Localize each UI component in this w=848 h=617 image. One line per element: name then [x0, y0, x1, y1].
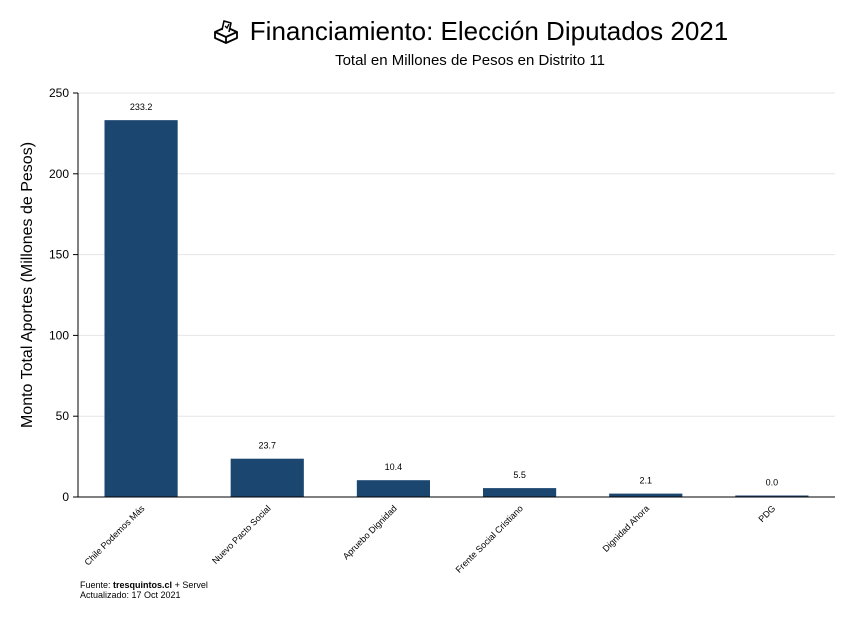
bar	[482, 488, 557, 497]
bar	[356, 480, 431, 497]
grid-lines	[78, 92, 835, 498]
y-axis-label: Monto Total Aportes (Millones de Pesos)	[19, 142, 36, 428]
y-tick-label: 50	[56, 409, 70, 423]
bar	[609, 493, 683, 497]
source-rest: + Servel	[174, 580, 208, 590]
x-tick-label: Dignidad Ahora	[601, 503, 652, 554]
x-tick-label: Apruebo Dignidad	[341, 503, 399, 561]
y-tick-label: 0	[62, 490, 69, 504]
y-tick-label: 100	[49, 328, 69, 342]
source-label: Fuente:	[80, 580, 111, 590]
bar	[104, 120, 178, 497]
y-axis: 0 50 100 150 200 250	[49, 86, 79, 504]
bars	[104, 120, 809, 497]
chart-title: Financiamiento: Elección Diputados 2021	[249, 16, 729, 46]
x-tick-label: PDG	[756, 503, 777, 524]
data-label: 2.1	[639, 476, 652, 486]
x-tick-label: Frente Social Cristiano	[454, 503, 525, 574]
source-line: Fuente: tresquintos.cl + Servel	[80, 580, 208, 590]
chart-subtitle: Total en Millones de Pesos en Distrito 1…	[335, 52, 605, 69]
data-label: 23.7	[258, 441, 276, 451]
x-axis: Chile Podemos Más Nuevo Pacto Social Aprue…	[78, 496, 835, 575]
data-label: 10.4	[385, 462, 403, 472]
bar	[735, 495, 809, 497]
x-tick-label: Chile Podemos Más	[82, 503, 146, 567]
y-tick-label: 150	[49, 248, 69, 262]
data-label: 5.5	[513, 470, 526, 480]
bar	[230, 458, 304, 497]
y-tick-label: 200	[49, 167, 69, 181]
data-labels: 233.2 23.7 10.4 5.5 2.1 0.0	[130, 102, 778, 487]
data-label: 233.2	[130, 102, 153, 112]
ballot-box-icon	[213, 19, 238, 44]
footer: Fuente: tresquintos.cl + Servel Actualiz…	[80, 580, 208, 600]
title-row: Financiamiento: Elección Diputados 2021	[0, 16, 848, 50]
y-tick-label: 250	[49, 86, 69, 100]
x-tick-label: Nuevo Pacto Social	[210, 503, 273, 566]
data-label: 0.0	[766, 478, 779, 488]
source-site: tresquintos.cl	[113, 580, 173, 590]
updated-line: Actualizado: 17 Oct 2021	[80, 590, 181, 600]
